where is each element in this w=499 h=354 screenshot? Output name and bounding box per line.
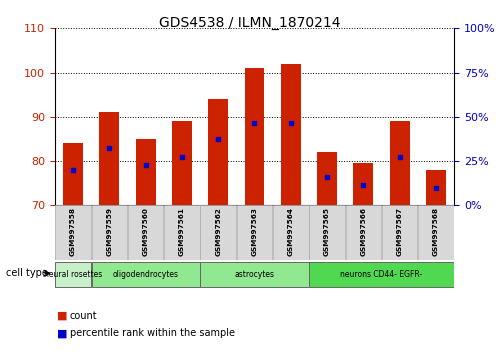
Bar [91,205,127,260]
Bar [136,139,156,205]
Text: GSM997559: GSM997559 [106,207,112,256]
Bar [309,262,454,287]
Text: GSM997566: GSM997566 [360,207,366,256]
Bar [309,205,345,260]
Bar [99,112,119,205]
Bar [273,205,308,260]
Text: GSM997562: GSM997562 [215,207,221,256]
Text: GSM997558: GSM997558 [70,207,76,256]
Bar [63,143,83,205]
Text: GSM997568: GSM997568 [433,207,439,256]
Text: GSM997560: GSM997560 [143,207,149,256]
Bar [55,205,91,260]
Bar [164,205,200,260]
Text: GSM997567: GSM997567 [397,207,403,256]
Text: percentile rank within the sample: percentile rank within the sample [70,329,235,338]
Bar [55,262,91,287]
Text: ■: ■ [57,329,68,338]
Text: count: count [70,311,97,321]
Bar [382,205,418,260]
Bar [172,121,192,205]
Bar [91,262,200,287]
Text: neurons CD44- EGFR-: neurons CD44- EGFR- [340,270,423,279]
Text: oligodendrocytes: oligodendrocytes [113,270,179,279]
Text: neural rosettes: neural rosettes [44,270,102,279]
Bar [237,205,272,260]
Text: cell type: cell type [6,268,48,278]
Bar [346,205,381,260]
Bar [353,163,373,205]
Text: GSM997564: GSM997564 [288,207,294,256]
Text: ■: ■ [57,311,68,321]
Bar [128,205,163,260]
Text: GSM997563: GSM997563 [251,207,257,256]
Text: GDS4538 / ILMN_1870214: GDS4538 / ILMN_1870214 [159,16,340,30]
Text: GSM997565: GSM997565 [324,207,330,256]
Bar [390,121,410,205]
Bar [317,152,337,205]
Bar [201,205,236,260]
Bar [245,68,264,205]
Bar [418,205,454,260]
Bar [281,64,301,205]
Bar [208,99,228,205]
Bar [201,262,308,287]
Text: astrocytes: astrocytes [235,270,274,279]
Bar [426,170,446,205]
Text: GSM997561: GSM997561 [179,207,185,256]
